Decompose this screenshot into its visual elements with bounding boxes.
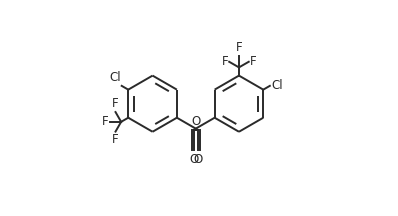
Text: O: O bbox=[193, 152, 203, 165]
Text: F: F bbox=[236, 41, 242, 54]
Text: F: F bbox=[111, 133, 118, 146]
Text: O: O bbox=[189, 152, 198, 165]
Text: F: F bbox=[102, 115, 109, 128]
Text: F: F bbox=[221, 55, 228, 68]
Text: O: O bbox=[191, 115, 200, 128]
Text: Cl: Cl bbox=[109, 71, 121, 84]
Text: F: F bbox=[250, 55, 256, 68]
Text: F: F bbox=[111, 97, 118, 110]
Text: Cl: Cl bbox=[271, 79, 283, 92]
